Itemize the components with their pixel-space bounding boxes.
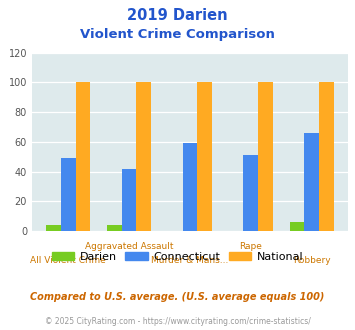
- Legend: Darien, Connecticut, National: Darien, Connecticut, National: [47, 248, 308, 267]
- Bar: [61, 158, 76, 231]
- Bar: [290, 222, 304, 231]
- Text: All Violent Crime: All Violent Crime: [30, 256, 106, 265]
- Bar: [319, 82, 334, 231]
- Text: Rape: Rape: [239, 242, 262, 251]
- Bar: [76, 82, 90, 231]
- Text: Compared to U.S. average. (U.S. average equals 100): Compared to U.S. average. (U.S. average …: [30, 292, 325, 302]
- Text: Violent Crime Comparison: Violent Crime Comparison: [80, 28, 275, 41]
- Text: Aggravated Assault: Aggravated Assault: [85, 242, 173, 251]
- Text: 2019 Darien: 2019 Darien: [127, 8, 228, 23]
- Text: Murder & Mans...: Murder & Mans...: [151, 256, 229, 265]
- Bar: [122, 169, 136, 231]
- Bar: [182, 143, 197, 231]
- Text: © 2025 CityRating.com - https://www.cityrating.com/crime-statistics/: © 2025 CityRating.com - https://www.city…: [45, 317, 310, 326]
- Bar: [197, 82, 212, 231]
- Bar: [304, 133, 319, 231]
- Bar: [258, 82, 273, 231]
- Bar: [244, 155, 258, 231]
- Text: Robbery: Robbery: [293, 256, 331, 265]
- Bar: [107, 225, 122, 231]
- Bar: [136, 82, 151, 231]
- Bar: [46, 225, 61, 231]
